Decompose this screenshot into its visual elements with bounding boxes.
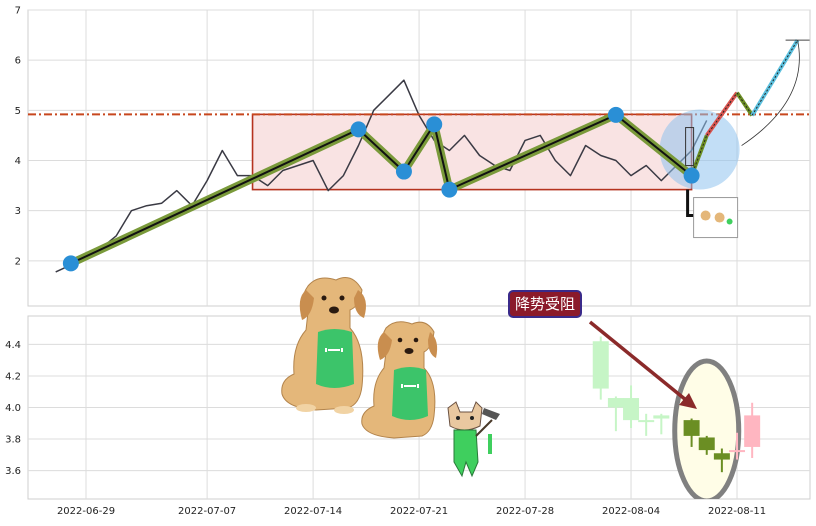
candle-body — [744, 415, 761, 447]
annotation-label-text: 降势受阻 — [515, 295, 575, 313]
annotation-arrow — [588, 320, 697, 409]
candle-body — [607, 398, 624, 408]
candle-body — [592, 341, 609, 389]
top-y-tick-label: 4 — [15, 156, 21, 167]
pivot-point — [350, 121, 367, 138]
cartoon-cat-with-hammer-icon — [447, 401, 500, 478]
top-y-tick-label: 5 — [15, 106, 21, 117]
pivot-point — [426, 116, 443, 133]
thumbnail-dog-icon — [700, 210, 711, 221]
projection-arc — [741, 40, 800, 146]
golden-retriever-dog-icon — [281, 277, 366, 414]
annotation-label: 降势受阻 — [508, 290, 582, 318]
x-tick-label: 2022-07-28 — [496, 506, 554, 517]
price-line — [55, 79, 708, 273]
x-tick-label: 2022-07-07 — [178, 506, 236, 517]
projection-segment-dash — [736, 92, 753, 116]
pivot-point — [62, 255, 79, 272]
candle-body — [713, 453, 730, 460]
top-y-tick-label: 3 — [15, 206, 21, 217]
candle-body — [698, 437, 715, 451]
thumbnail-frame — [693, 197, 739, 239]
pivot-point — [441, 181, 458, 198]
candle-body — [683, 420, 700, 436]
pivot-point — [607, 106, 624, 123]
bottom-y-tick-label: 4.4 — [5, 340, 21, 351]
top-y-tick-label: 2 — [15, 256, 21, 267]
golden-retriever-dog-icon — [361, 321, 438, 439]
bottom-y-tick-label: 4.0 — [5, 403, 21, 414]
x-tick-label: 2022-08-11 — [708, 506, 766, 517]
x-tick-label: 2022-08-04 — [602, 506, 660, 517]
projection-segment-dash — [751, 39, 799, 116]
thumbnail-cat-icon — [726, 218, 733, 225]
x-tick-label: 2022-06-29 — [57, 506, 115, 517]
thumbnail-dog-icon — [714, 212, 725, 223]
projection-segment-dash — [691, 135, 708, 176]
pattern-marker-box — [685, 127, 695, 167]
bottom-y-tick-label: 4.2 — [5, 371, 21, 382]
bottom-y-tick-label: 3.6 — [5, 466, 21, 477]
bottom-y-tick-label: 3.8 — [5, 435, 21, 446]
top-y-tick-label: 7 — [15, 6, 21, 17]
pivot-point — [683, 167, 700, 184]
top-y-tick-label: 6 — [15, 56, 21, 67]
candle-body — [623, 398, 640, 421]
projection-segment-dash — [706, 92, 738, 136]
candle-body — [638, 420, 655, 423]
annotation-label-box — [508, 290, 582, 318]
x-tick-label: 2022-07-21 — [390, 506, 448, 517]
pivot-point — [395, 163, 412, 180]
x-tick-label: 2022-07-14 — [284, 506, 342, 517]
candle-body — [729, 450, 746, 453]
candle-body — [653, 415, 670, 419]
